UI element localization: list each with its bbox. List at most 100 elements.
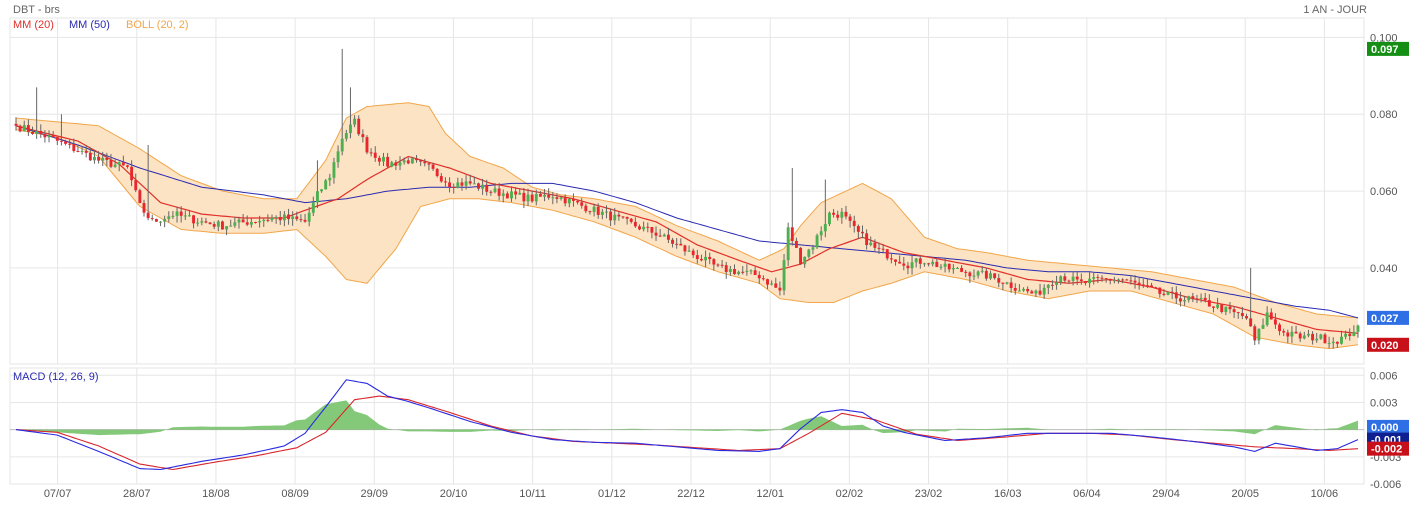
candle-up: [972, 275, 976, 277]
legend-boll: BOLL (20, 2): [126, 19, 189, 31]
candle-up: [914, 258, 918, 263]
candle-down: [55, 137, 59, 141]
candle-up: [324, 180, 328, 190]
period-label: 1 AN - JOUR: [1303, 4, 1367, 16]
macd-histogram: [16, 400, 1358, 436]
candle-down: [1249, 318, 1253, 327]
candle-up: [687, 250, 691, 252]
candle-up: [117, 162, 121, 165]
candle-up: [1356, 325, 1360, 332]
candle-up: [216, 221, 220, 227]
candle-up: [956, 267, 959, 269]
candle-up: [237, 219, 241, 223]
bollinger-upper-line: [15, 102, 1359, 319]
macd-series: [15, 379, 1359, 471]
candle-down: [303, 219, 307, 222]
candle-down: [138, 190, 142, 203]
candle-up: [200, 221, 204, 223]
candle-down: [1236, 312, 1240, 314]
price-tick-label: 0.080: [1370, 109, 1398, 121]
candle-down: [266, 219, 270, 221]
candle-down: [1282, 331, 1286, 333]
legend-macd: MACD (12, 26, 9): [13, 371, 99, 383]
candle-up: [1319, 334, 1323, 339]
candle-down: [423, 161, 427, 164]
candle-down: [1232, 309, 1236, 313]
candle-down: [1038, 290, 1042, 295]
candle-down: [477, 183, 480, 189]
price-tick-label: 0.100: [1370, 32, 1398, 44]
candle-down: [848, 216, 852, 221]
candle-down: [485, 184, 489, 192]
candle-down: [295, 216, 299, 220]
candle-down: [625, 216, 629, 219]
candle-up: [1327, 343, 1331, 345]
candle-down: [902, 263, 906, 266]
candle-up: [1042, 287, 1046, 295]
candle-down: [898, 261, 902, 264]
price-tick-label: 0.060: [1370, 186, 1398, 198]
date-tick-label: 12/01: [756, 488, 784, 500]
candle-up: [592, 206, 596, 213]
candle-up: [344, 133, 348, 139]
candle-down: [1050, 284, 1054, 286]
candle-up: [402, 160, 406, 163]
candle-down: [1335, 341, 1339, 344]
candle-down: [179, 211, 183, 216]
candle-down: [59, 140, 63, 142]
date-tick-label: 18/08: [202, 488, 230, 500]
candle-down: [646, 226, 650, 228]
candle-down: [1311, 333, 1315, 341]
candle-down: [960, 267, 964, 272]
candle-up: [1046, 284, 1050, 288]
candle-down: [460, 182, 464, 186]
candle-up: [332, 162, 336, 178]
candle-up: [282, 214, 286, 221]
candle-up: [353, 118, 357, 125]
candle-down: [415, 158, 418, 161]
candlestick-series: [14, 48, 1360, 349]
candle-down: [708, 256, 712, 260]
candle-up: [543, 194, 546, 197]
candle-down: [733, 269, 736, 275]
candle-down: [497, 188, 501, 196]
candle-down: [720, 264, 724, 266]
candle-down: [580, 202, 584, 206]
candle-up: [382, 156, 385, 162]
candle-up: [1216, 304, 1220, 308]
candle-down: [1150, 285, 1153, 288]
candle-up: [171, 215, 175, 217]
candle-up: [35, 131, 39, 134]
candle-down: [935, 261, 939, 268]
candle-down: [894, 259, 897, 262]
candle-down: [142, 202, 146, 213]
candle-up: [1055, 282, 1059, 285]
candle-down: [97, 156, 101, 161]
candle-up: [1315, 338, 1319, 341]
candle-down: [761, 278, 765, 280]
price-tag-bg: [1367, 41, 1409, 56]
candle-up: [410, 158, 414, 164]
candle-up: [1005, 282, 1009, 284]
candle-down: [1145, 285, 1149, 287]
candle-down: [72, 144, 76, 151]
candle-up: [943, 263, 947, 267]
candle-up: [1071, 276, 1075, 281]
candle-down: [287, 214, 290, 220]
candle-up: [159, 221, 162, 223]
candle-down: [109, 159, 113, 167]
candle-down: [365, 137, 369, 153]
candle-down: [633, 221, 637, 227]
candle-up: [163, 218, 167, 222]
candle-down: [671, 239, 674, 244]
legend-mm50: MM (50): [69, 19, 110, 31]
candle-down: [514, 191, 518, 195]
candle-up: [1017, 290, 1021, 292]
candle-up: [225, 226, 229, 230]
candle-up: [815, 235, 819, 248]
candle-up: [1257, 328, 1261, 341]
candle-up: [1117, 279, 1120, 281]
candle-down: [1203, 297, 1207, 301]
candle-down: [993, 273, 997, 279]
candle-down: [584, 205, 588, 212]
